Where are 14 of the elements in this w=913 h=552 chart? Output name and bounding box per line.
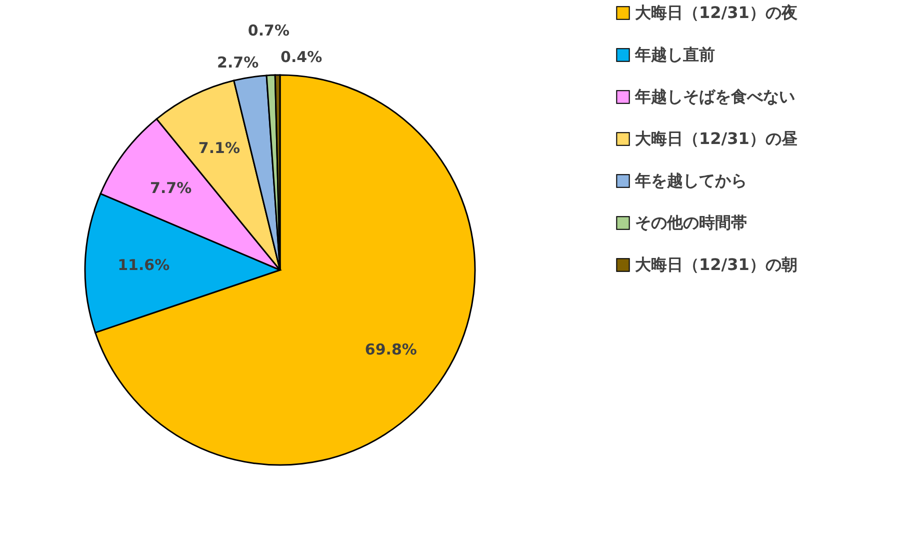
legend-label: 年を越してから — [634, 171, 747, 190]
legend-label: 大晦日（12/31）の昼 — [635, 129, 798, 148]
legend-label: その他の時間帯 — [635, 213, 747, 232]
data-label: 11.6% — [118, 256, 170, 274]
data-label: 69.8% — [364, 340, 417, 359]
data-label: 0.4% — [280, 48, 322, 66]
legend-label: 年越し直前 — [634, 45, 715, 64]
data-label: 2.7% — [216, 53, 259, 72]
data-label: 7.7% — [150, 179, 192, 198]
legend-label: 年越しそばを食べない — [634, 87, 795, 106]
data-label: 0.7% — [248, 21, 290, 40]
data-label: 7.1% — [198, 138, 240, 157]
legend-label: 大晦日（12/31）の夜 — [635, 3, 798, 22]
legend-label: 大晦日（12/31）の朝 — [635, 255, 798, 274]
